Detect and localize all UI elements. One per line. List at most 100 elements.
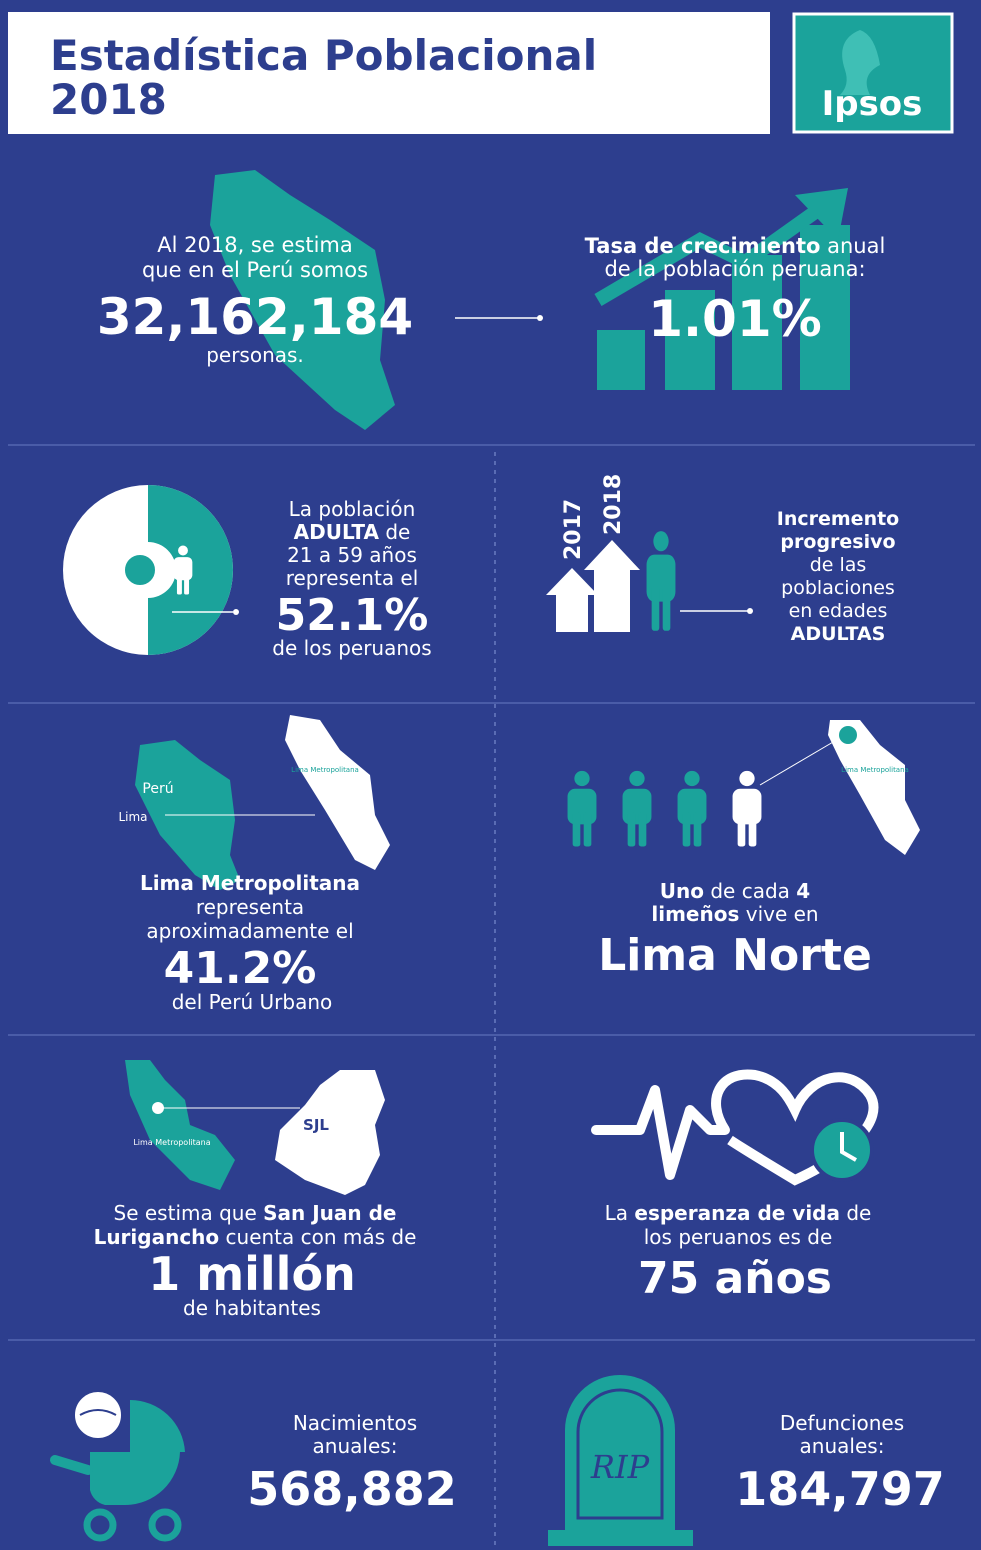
text: de las xyxy=(810,554,867,576)
bar-icon xyxy=(732,255,782,390)
bold-text: limeños xyxy=(651,902,739,926)
logo-box xyxy=(792,12,954,134)
lima-map xyxy=(828,720,920,855)
bold-text: esperanza de vida xyxy=(634,1201,840,1225)
big-number: 184,797 xyxy=(735,1462,945,1516)
stroller-hood xyxy=(130,1399,185,1452)
big-number: Lima Norte xyxy=(598,930,872,981)
text: de habitantes xyxy=(183,1296,321,1320)
text: anuales: xyxy=(313,1434,398,1458)
baby-icon xyxy=(73,1390,123,1440)
text: La esperanza de vida de xyxy=(605,1201,872,1225)
bar-icon xyxy=(665,290,715,390)
text: limeños vive en xyxy=(651,902,818,926)
map-label: Lima xyxy=(118,810,147,824)
baby-face xyxy=(79,1409,117,1416)
sjl-marker xyxy=(152,1102,164,1114)
arrow-head xyxy=(795,188,848,240)
clock-hands xyxy=(840,1132,857,1162)
header-box xyxy=(8,12,770,134)
text: del Perú Urbano xyxy=(172,990,333,1014)
text: cuenta con más de xyxy=(219,1225,416,1249)
map-label: Perú xyxy=(142,781,173,797)
big-number: 75 años xyxy=(638,1253,832,1304)
text: Lima Metropolitana xyxy=(140,871,360,895)
connector xyxy=(759,734,846,786)
big-number: 568,882 xyxy=(247,1462,457,1516)
connector-dot xyxy=(537,315,543,321)
tomb-base xyxy=(548,1530,693,1546)
map-label: Lima Metropolitana xyxy=(291,766,359,774)
tomb-label: RIP xyxy=(590,1448,650,1486)
text: personas. xyxy=(206,343,304,367)
text: de cada xyxy=(704,879,796,903)
text: representa el xyxy=(286,566,419,590)
text: ADULTA de xyxy=(294,520,411,544)
arrow-icon xyxy=(594,204,823,307)
tomb-inner xyxy=(576,1388,664,1520)
big-number: 32,162,184 xyxy=(97,288,413,346)
bold-text: Tasa de crecimiento xyxy=(585,234,821,258)
text: Uno de cada 4 xyxy=(660,879,810,903)
big-number: 41.2% xyxy=(164,943,317,994)
lima-map xyxy=(285,715,390,870)
wheel xyxy=(148,1508,182,1542)
stroller-handle xyxy=(50,1455,93,1475)
year-label: 2018 xyxy=(601,474,626,535)
map-label: Lima Metropolitana xyxy=(133,1138,210,1147)
bar-icon xyxy=(800,225,850,390)
tomb-icon xyxy=(565,1375,675,1530)
text: progresivo xyxy=(780,531,895,553)
big-number: 1.01% xyxy=(648,290,821,348)
text: Tasa de crecimiento anual xyxy=(585,234,886,258)
text: vive en xyxy=(739,902,818,926)
sjl-map xyxy=(275,1070,385,1195)
logo: Ipsos xyxy=(822,84,923,124)
logo-face xyxy=(840,30,880,95)
big-number: 1 millón xyxy=(148,1247,356,1301)
text: Incremento xyxy=(777,508,899,530)
text: anuales: xyxy=(800,1434,885,1458)
wheel xyxy=(83,1508,117,1542)
map-label: Lima Metropolitana xyxy=(841,766,909,774)
text: de xyxy=(379,520,410,544)
metro-map xyxy=(125,1060,235,1190)
bold-text: ADULTA xyxy=(294,520,380,544)
text: anual xyxy=(820,234,885,258)
big-number: 52.1% xyxy=(276,590,429,641)
connector-dot xyxy=(233,609,239,615)
text: Se estima que xyxy=(114,1201,264,1225)
map-label: SJL xyxy=(303,1116,329,1134)
year-label: 2017 xyxy=(561,499,586,560)
heartbeat-line xyxy=(591,1085,730,1180)
connector-dot xyxy=(747,608,753,614)
arrow-up xyxy=(546,568,598,632)
peru-map xyxy=(210,170,395,430)
text: representa xyxy=(196,895,304,919)
bold-text: Uno xyxy=(660,879,704,903)
text: los peruanos es de xyxy=(644,1225,833,1249)
stroller-body xyxy=(90,1452,180,1505)
text: 21 a 59 años xyxy=(287,543,417,567)
heart-icon xyxy=(711,1069,879,1186)
title: 2018 xyxy=(50,75,167,124)
text: que en el Perú somos xyxy=(142,258,368,282)
text: ADULTAS xyxy=(791,623,886,645)
text: Nacimientos xyxy=(293,1411,417,1435)
bold-text: Lurigancho xyxy=(94,1225,220,1249)
arrow-up xyxy=(584,540,640,632)
text: La xyxy=(605,1201,635,1225)
bold-text: San Juan de xyxy=(263,1201,396,1225)
text: Defunciones xyxy=(780,1411,904,1435)
text: Al 2018, se estima xyxy=(157,233,352,257)
text: en edades xyxy=(789,600,888,622)
text: poblaciones xyxy=(781,577,895,599)
pie-center xyxy=(119,549,161,591)
bar-icon xyxy=(597,330,645,390)
text: La población xyxy=(289,497,416,521)
text: Lurigancho cuenta con más de xyxy=(94,1225,417,1249)
title: Estadística Poblacional xyxy=(50,31,597,80)
bold-text: 4 xyxy=(796,879,810,903)
lima-norte-marker xyxy=(839,726,857,744)
